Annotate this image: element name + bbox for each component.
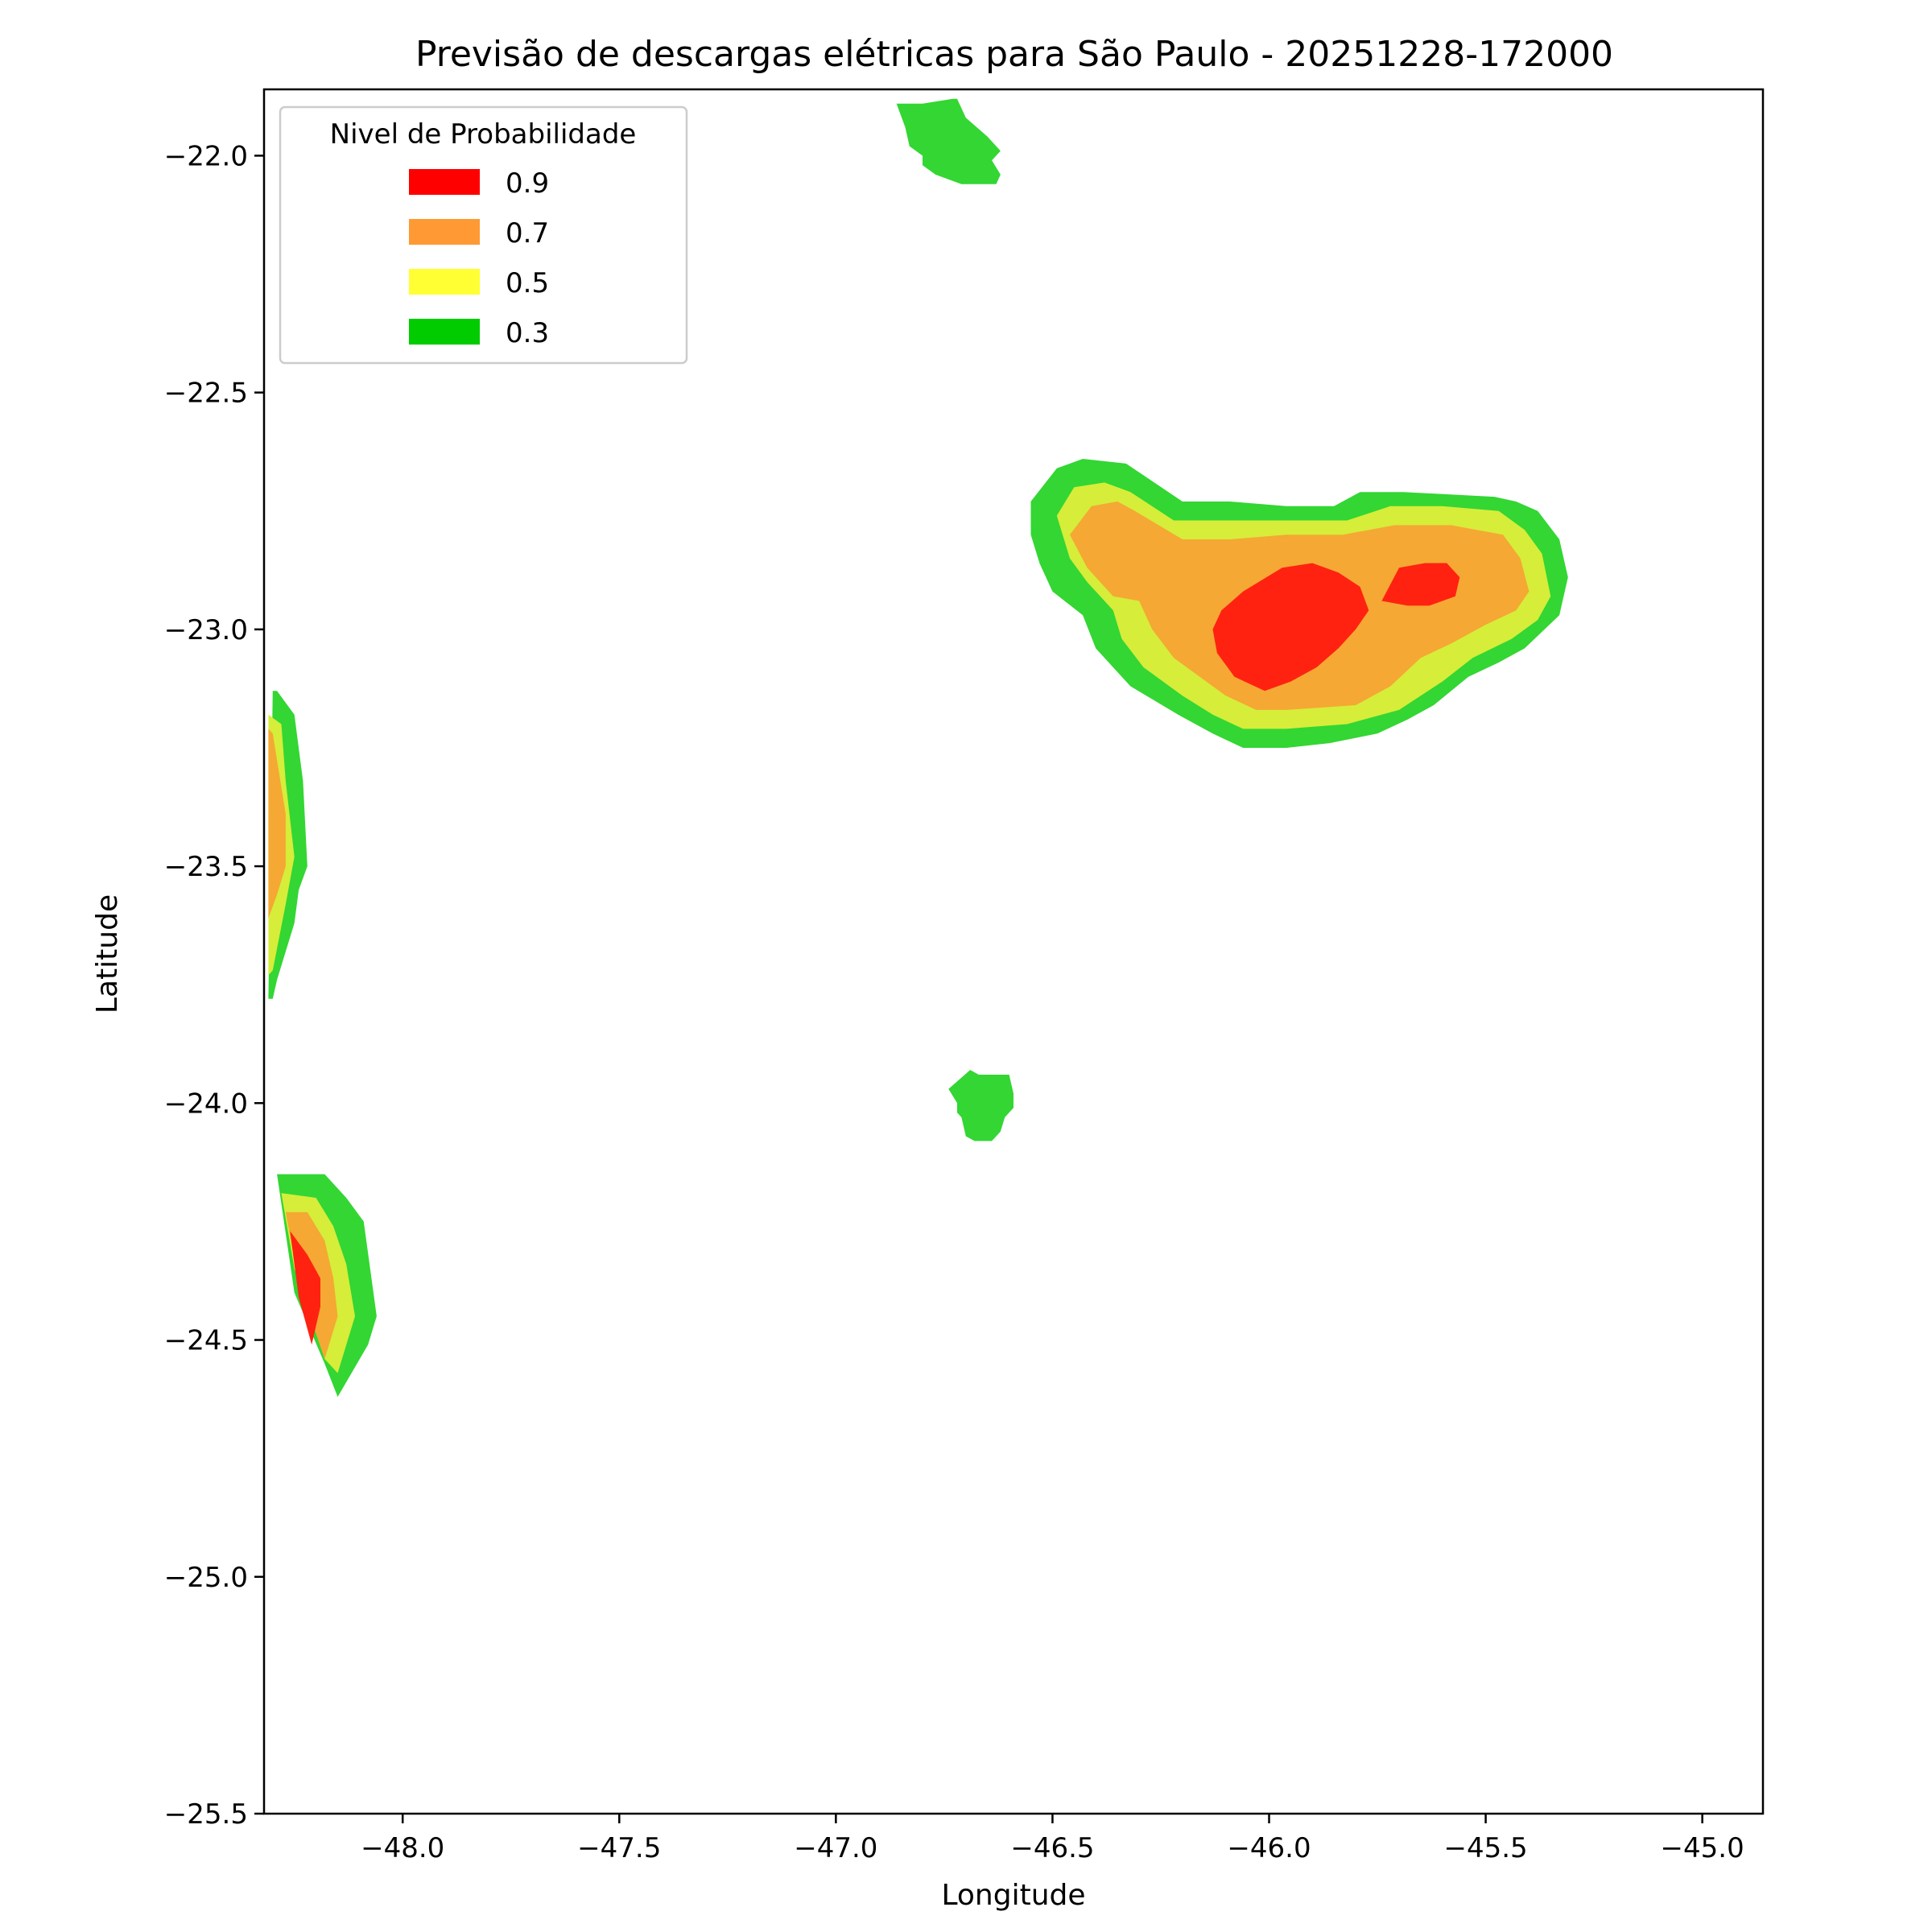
legend-box (279, 105, 688, 365)
south-central-cell-level-0.3 (948, 1070, 1013, 1141)
north-cell (896, 98, 1001, 184)
x-axis-label: Longitude (941, 1879, 1085, 1912)
y-tick-label: −22.5 (164, 378, 248, 410)
south-central-cell (948, 1070, 1013, 1141)
northeast-cell-level-0.9 (1212, 563, 1369, 691)
y-axis: −22.0 −22.5 −23.0 −23.5 −24.0 −24.5 −25.0 −25.5 (164, 140, 264, 1831)
x-tick-label: −46.0 (1227, 1832, 1311, 1864)
southwest-cell-level-0.9 (290, 1231, 320, 1345)
contour-regions (268, 98, 1568, 1397)
x-tick-label: −45.5 (1443, 1832, 1527, 1864)
y-tick-label: −25.5 (164, 1798, 248, 1831)
plot-frame (262, 88, 1765, 1815)
legend-swatch (409, 219, 480, 245)
legend-title: Nivel de Probabilidade (330, 118, 637, 151)
northeast-cell (1030, 459, 1568, 748)
legend-swatch (409, 269, 480, 295)
x-axis: −48.0 −47.5 −47.0 −46.5 −46.0 −45.5 −45.0 (361, 1814, 1744, 1864)
y-tick-label: −22.0 (164, 140, 248, 172)
y-tick-label: −25.0 (164, 1562, 248, 1594)
legend-label: 0.5 (506, 267, 549, 299)
legend-swatch (409, 169, 480, 195)
north-cell-level-0.3 (896, 98, 1001, 184)
x-tick-label: −45.0 (1661, 1832, 1744, 1864)
legend-label: 0.3 (506, 317, 549, 349)
x-tick-label: −47.0 (794, 1832, 877, 1864)
legend-label: 0.7 (506, 217, 549, 250)
y-tick-label: −24.0 (164, 1088, 248, 1120)
x-tick-label: −48.0 (361, 1832, 444, 1864)
y-tick-label: −23.0 (164, 614, 248, 646)
x-tick-label: −47.5 (577, 1832, 661, 1864)
y-axis-label: Latitude (91, 894, 124, 1013)
x-tick-label: −46.5 (1010, 1832, 1094, 1864)
y-tick-label: −23.5 (164, 851, 248, 883)
west-cell (268, 691, 308, 999)
northeast-cell-level-0.9 (1381, 563, 1460, 606)
west-cell-level-0.7 (268, 729, 286, 919)
y-tick-label: −24.5 (164, 1325, 248, 1357)
legend-swatch (409, 319, 480, 345)
chart-title: Previsão de descargas elétricas para São… (415, 34, 1613, 75)
legend: Nivel de Probabilidade 0.9 0.7 0.5 0.3 (279, 105, 688, 365)
southwest-cell (277, 1174, 377, 1397)
legend-label: 0.9 (506, 167, 549, 200)
